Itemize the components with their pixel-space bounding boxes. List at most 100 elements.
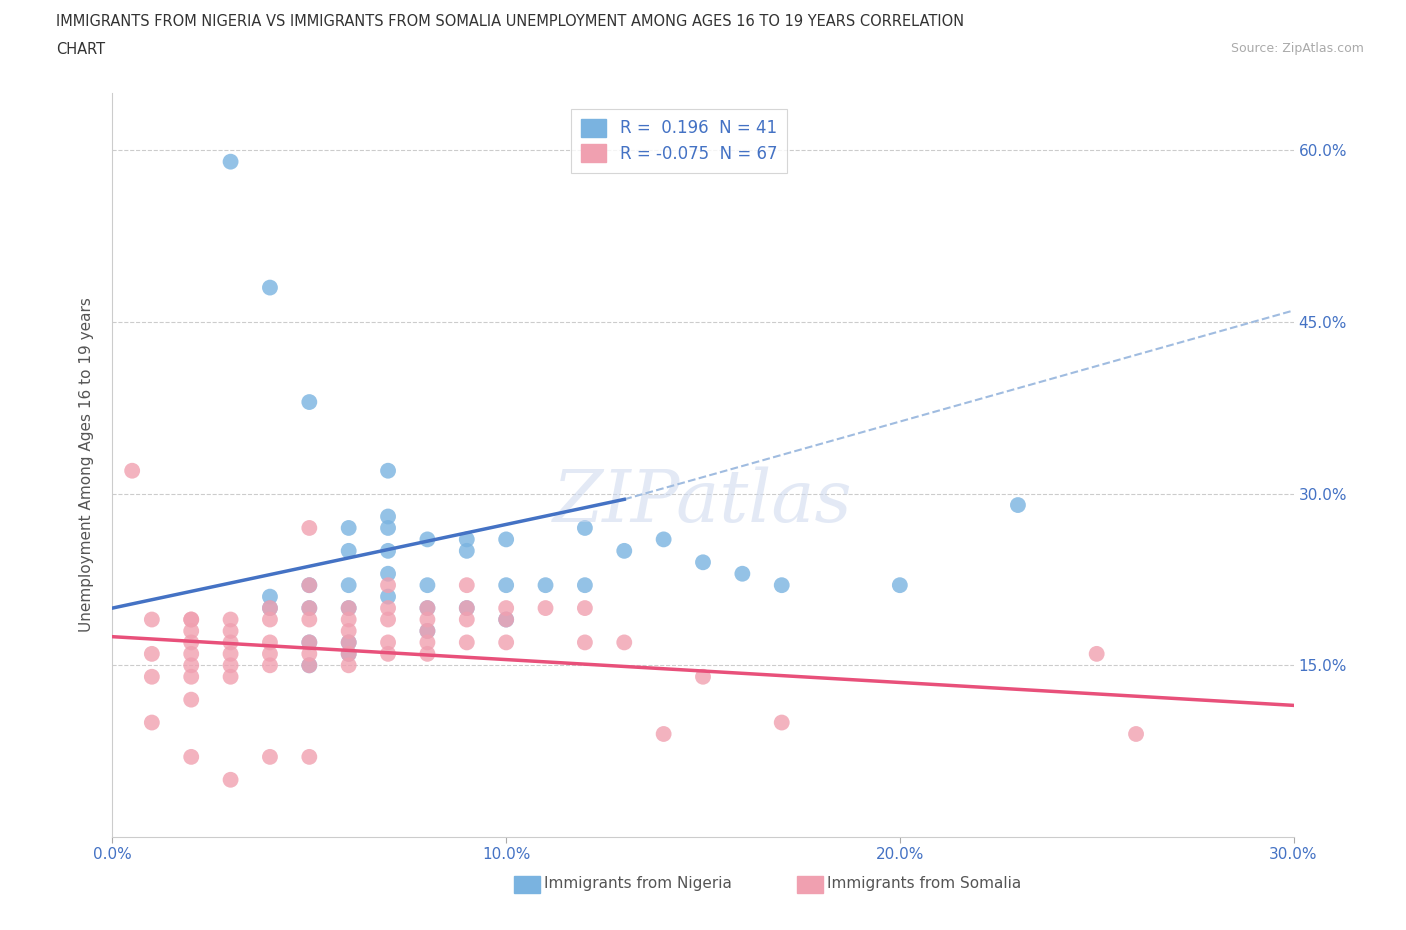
Point [180, 612, 202, 627]
Point [495, 532, 517, 547]
Point [377, 566, 399, 581]
Point [298, 601, 321, 616]
Point [259, 590, 281, 604]
Point [298, 578, 321, 592]
Point [534, 601, 557, 616]
Point [456, 532, 478, 547]
Point [377, 601, 399, 616]
Point [613, 543, 636, 558]
Point [259, 612, 281, 627]
Point [416, 623, 439, 638]
Point [180, 646, 202, 661]
Point [219, 670, 242, 684]
Point [337, 623, 360, 638]
Point [337, 635, 360, 650]
Point [298, 578, 321, 592]
Point [377, 463, 399, 478]
Text: Immigrants from Nigeria: Immigrants from Nigeria [544, 876, 731, 891]
Point [574, 601, 596, 616]
Point [298, 750, 321, 764]
Text: CHART: CHART [56, 42, 105, 57]
Point [416, 578, 439, 592]
Point [692, 670, 714, 684]
Point [456, 635, 478, 650]
Point [219, 623, 242, 638]
Point [337, 646, 360, 661]
Point [456, 601, 478, 616]
Point [889, 578, 911, 592]
Point [337, 635, 360, 650]
Point [337, 601, 360, 616]
Point [1125, 726, 1147, 741]
Point [416, 646, 439, 661]
Point [495, 601, 517, 616]
Point [731, 566, 754, 581]
Point [337, 658, 360, 672]
Point [180, 692, 202, 707]
Point [141, 646, 163, 661]
Point [298, 646, 321, 661]
Point [298, 601, 321, 616]
Point [416, 635, 439, 650]
Point [298, 658, 321, 672]
Point [219, 635, 242, 650]
Point [180, 658, 202, 672]
Point [416, 532, 439, 547]
Point [141, 612, 163, 627]
Point [180, 623, 202, 638]
Point [377, 590, 399, 604]
Point [652, 726, 675, 741]
Text: Immigrants from Somalia: Immigrants from Somalia [827, 876, 1021, 891]
Point [219, 772, 242, 787]
Point [534, 578, 557, 592]
Point [259, 601, 281, 616]
Point [1007, 498, 1029, 512]
Point [416, 612, 439, 627]
Y-axis label: Unemployment Among Ages 16 to 19 years: Unemployment Among Ages 16 to 19 years [79, 298, 94, 632]
Point [298, 521, 321, 536]
Point [456, 578, 478, 592]
Point [259, 635, 281, 650]
Point [495, 635, 517, 650]
Point [574, 635, 596, 650]
Point [219, 612, 242, 627]
Point [377, 543, 399, 558]
Point [141, 670, 163, 684]
Point [377, 521, 399, 536]
Point [219, 646, 242, 661]
Point [180, 750, 202, 764]
Point [377, 612, 399, 627]
Point [770, 578, 793, 592]
Point [298, 394, 321, 409]
Point [456, 543, 478, 558]
Point [337, 612, 360, 627]
Point [495, 612, 517, 627]
Point [337, 521, 360, 536]
Legend: R =  0.196  N = 41, R = -0.075  N = 67: R = 0.196 N = 41, R = -0.075 N = 67 [571, 109, 787, 173]
Text: ZIPatlas: ZIPatlas [553, 467, 853, 538]
Point [495, 612, 517, 627]
Bar [515, 876, 540, 893]
Point [416, 601, 439, 616]
Point [416, 623, 439, 638]
Point [574, 521, 596, 536]
Point [337, 578, 360, 592]
Point [337, 543, 360, 558]
Point [259, 658, 281, 672]
Point [259, 750, 281, 764]
Point [180, 670, 202, 684]
Text: IMMIGRANTS FROM NIGERIA VS IMMIGRANTS FROM SOMALIA UNEMPLOYMENT AMONG AGES 16 TO: IMMIGRANTS FROM NIGERIA VS IMMIGRANTS FR… [56, 14, 965, 29]
Point [180, 635, 202, 650]
Point [259, 646, 281, 661]
Point [298, 635, 321, 650]
Point [692, 555, 714, 570]
Point [770, 715, 793, 730]
Point [456, 601, 478, 616]
Point [613, 635, 636, 650]
Point [337, 646, 360, 661]
Point [337, 601, 360, 616]
Point [141, 715, 163, 730]
Point [456, 612, 478, 627]
Point [377, 646, 399, 661]
Point [121, 463, 143, 478]
